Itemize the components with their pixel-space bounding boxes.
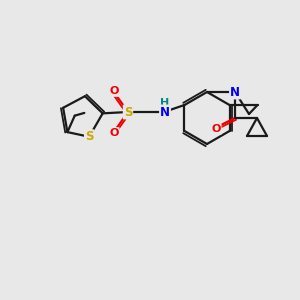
Text: S: S <box>85 130 93 143</box>
Text: H: H <box>160 98 169 108</box>
Text: N: N <box>230 85 240 98</box>
Text: S: S <box>124 106 132 118</box>
Text: O: O <box>109 128 119 138</box>
Text: N: N <box>160 106 170 118</box>
Text: O: O <box>211 124 221 134</box>
Text: O: O <box>109 86 119 96</box>
